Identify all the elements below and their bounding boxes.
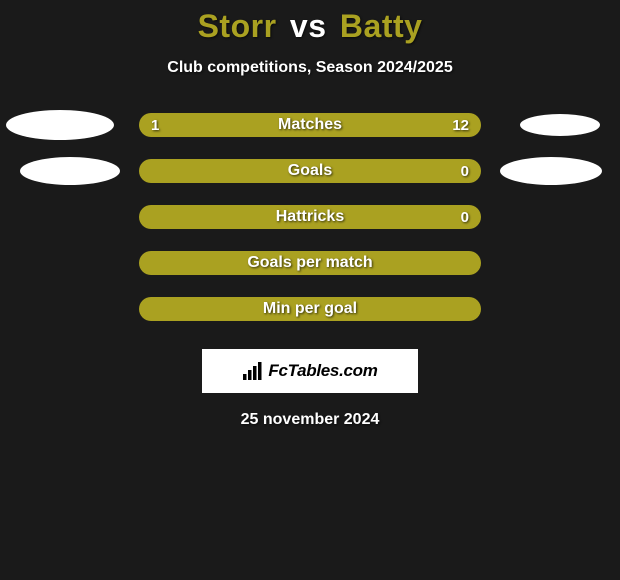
footer-date: 25 november 2024	[241, 411, 380, 429]
page-title: Storr vs Batty	[198, 8, 423, 45]
subtitle: Club competitions, Season 2024/2025	[167, 59, 452, 77]
player1-avatar	[20, 157, 120, 185]
bar-track: Goals 0	[139, 159, 481, 183]
bar-left	[139, 159, 481, 183]
bar-left	[139, 251, 481, 275]
value-right: 0	[461, 205, 469, 229]
bar-chart-icon	[242, 362, 264, 380]
stat-row-min-per-goal: Min per goal	[0, 297, 620, 321]
player1-avatar	[6, 110, 114, 140]
player2-avatar	[500, 157, 602, 185]
bar-track: Hattricks 0	[139, 205, 481, 229]
stat-row-goals-per-match: Goals per match	[0, 251, 620, 275]
value-left: 1	[151, 113, 159, 137]
stat-row-matches: 1 Matches 12	[0, 113, 620, 137]
bar-left	[139, 113, 201, 137]
bar-left	[139, 297, 481, 321]
infographic-container: Storr vs Batty Club competitions, Season…	[0, 0, 620, 429]
bar-right	[201, 113, 481, 137]
value-right: 0	[461, 159, 469, 183]
player2-avatar	[520, 114, 600, 136]
bar-track: Goals per match	[139, 251, 481, 275]
bar-track: 1 Matches 12	[139, 113, 481, 137]
brand-badge[interactable]: FcTables.com	[202, 349, 418, 393]
value-right: 12	[452, 113, 469, 137]
brand-text: FcTables.com	[268, 361, 377, 381]
stat-row-hattricks: Hattricks 0	[0, 205, 620, 229]
stat-row-goals: Goals 0	[0, 159, 620, 183]
stats-rows: 1 Matches 12 Goals 0 Hattricks	[0, 113, 620, 343]
vs-label: vs	[290, 8, 327, 44]
player2-name: Batty	[340, 8, 423, 44]
player1-name: Storr	[198, 8, 277, 44]
bar-track: Min per goal	[139, 297, 481, 321]
bar-left	[139, 205, 481, 229]
